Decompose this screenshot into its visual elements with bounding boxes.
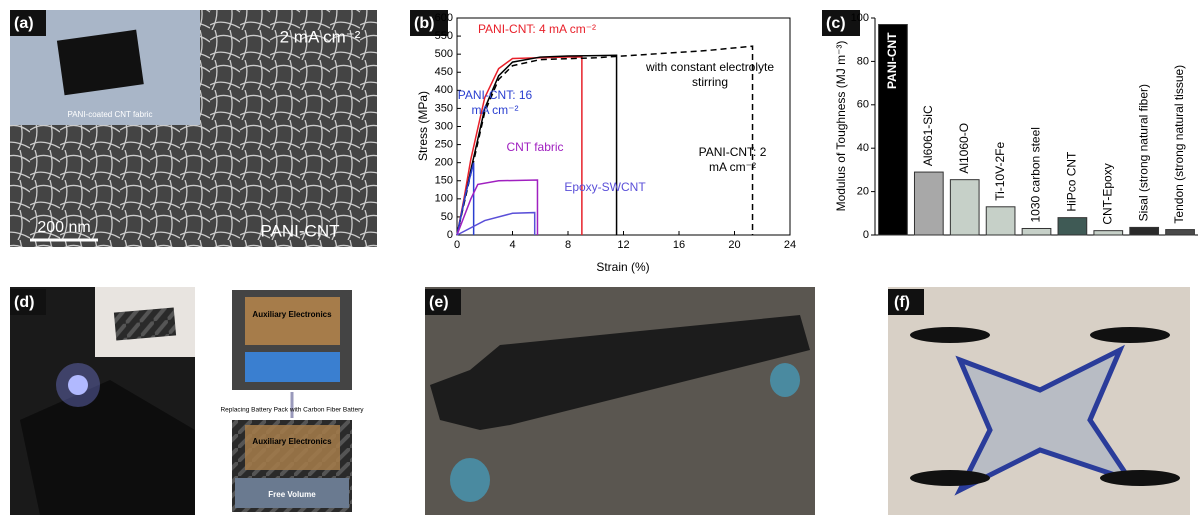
bar	[1129, 226, 1160, 236]
inset-caption: PANI-coated CNT fabric	[67, 110, 152, 119]
box-label: Auxiliary Electronics	[252, 310, 332, 319]
y-tick-label: 20	[857, 186, 869, 198]
bar	[878, 24, 908, 236]
category-label: Al6061-SiC	[921, 105, 935, 166]
skateboard	[430, 315, 810, 430]
cf-sheet	[113, 307, 177, 341]
series-label: PANI-CNT: 16 mA cm⁻²	[457, 88, 533, 117]
bar	[1165, 229, 1195, 236]
x-axis-label: Strain (%)	[596, 260, 649, 274]
y-tick-label: 450	[435, 66, 453, 78]
y-tick-label: 0	[863, 229, 869, 241]
y-tick-label: 500	[435, 48, 453, 60]
series-line	[456, 211, 536, 236]
category-label: Al1060-O	[957, 123, 971, 174]
bar	[949, 179, 980, 236]
y-tick-label: 40	[857, 142, 869, 154]
y-tick-label: 350	[435, 102, 453, 114]
y-tick-label: 50	[441, 211, 453, 223]
panel-label: (f)	[894, 294, 910, 311]
box-label: Auxiliary Electronics	[252, 437, 332, 446]
panel-label: (c)	[826, 15, 846, 32]
category-label: HiPco CNT	[1065, 151, 1079, 212]
bar	[1093, 230, 1124, 236]
current-label: 2 mA cm⁻²	[280, 27, 361, 46]
y-tick-label: 0	[447, 229, 453, 241]
bar	[1057, 217, 1088, 236]
y-tick-label: 400	[435, 84, 453, 96]
y-tick-label: 300	[435, 120, 453, 132]
x-tick-label: 8	[565, 239, 571, 251]
electronics	[245, 297, 340, 345]
y-tick-label: 100	[851, 12, 869, 24]
sample-label: PANI-CNT	[260, 221, 339, 240]
series-line	[456, 45, 754, 236]
arrow-caption: Replacing Battery Pack with Carbon Fiber…	[220, 407, 364, 414]
battery-pack	[245, 352, 340, 382]
electronics	[245, 425, 340, 470]
category-label: Tendon (strong natural tissue)	[1172, 65, 1186, 224]
label-bg	[888, 289, 924, 315]
x-tick-label: 0	[454, 239, 460, 251]
y-tick-label: 600	[435, 12, 453, 24]
wheel	[450, 458, 490, 502]
bar	[1021, 227, 1052, 236]
y-tick-label: 250	[435, 138, 453, 150]
y-tick-label: 80	[857, 55, 869, 67]
series-label: PANI-CNT: 2 mA cm⁻²	[698, 145, 767, 174]
category-label: 1030 carbon steel	[1029, 127, 1043, 222]
series-line	[456, 179, 539, 236]
series-label: with constant electrolyte stirring	[645, 60, 775, 89]
plot-frame	[456, 17, 791, 236]
y-tick-label: 150	[435, 175, 453, 187]
wheel	[770, 363, 800, 397]
category-label: PANI-CNT	[885, 32, 899, 89]
series-line	[456, 56, 583, 236]
label-bg	[425, 289, 461, 315]
fabric	[56, 29, 144, 96]
label-bg	[10, 10, 46, 36]
series-line	[456, 54, 618, 236]
label-bg	[410, 10, 448, 36]
x-tick-label: 4	[509, 239, 515, 251]
led	[68, 375, 88, 395]
label-bg	[10, 289, 46, 315]
free-volume-label: Free Volume	[268, 490, 316, 499]
box	[20, 380, 195, 515]
y-tick-label: 60	[857, 99, 869, 111]
rotors	[910, 327, 1180, 486]
series-line	[456, 162, 475, 236]
led-glow	[56, 363, 100, 407]
series-label: PANI-CNT: 4 mA cm⁻²	[477, 22, 597, 36]
x-tick-label: 24	[784, 239, 796, 251]
x-tick-label: 16	[673, 239, 685, 251]
y-axis-label: Stress (MPa)	[416, 91, 430, 161]
bar	[985, 206, 1016, 236]
x-tick-label: 20	[728, 239, 740, 251]
y-tick-label: 550	[435, 30, 453, 42]
scale-label: 200 nm	[37, 219, 90, 236]
category-label: Sisal (strong natural fiber)	[1136, 84, 1150, 221]
category-label: Ti-10V-2Fe	[993, 142, 1007, 201]
panel-label: (e)	[429, 294, 449, 311]
series-label: CNT fabric	[506, 140, 564, 154]
y-tick-label: 100	[435, 193, 453, 205]
category-label: CNT-Epoxy	[1100, 163, 1114, 224]
panel-label: (a)	[14, 15, 34, 32]
y-tick-label: 200	[435, 157, 453, 169]
y-axis-label: Modulus of Toughness (MJ m⁻³)	[834, 41, 848, 212]
series-label: Epoxy-SWCNT	[564, 180, 646, 194]
panel-label: (b)	[414, 15, 434, 32]
free-volume	[235, 478, 349, 508]
bar	[913, 171, 944, 236]
label-bg	[822, 10, 860, 36]
x-tick-label: 12	[617, 239, 629, 251]
panel-label: (d)	[14, 294, 34, 311]
